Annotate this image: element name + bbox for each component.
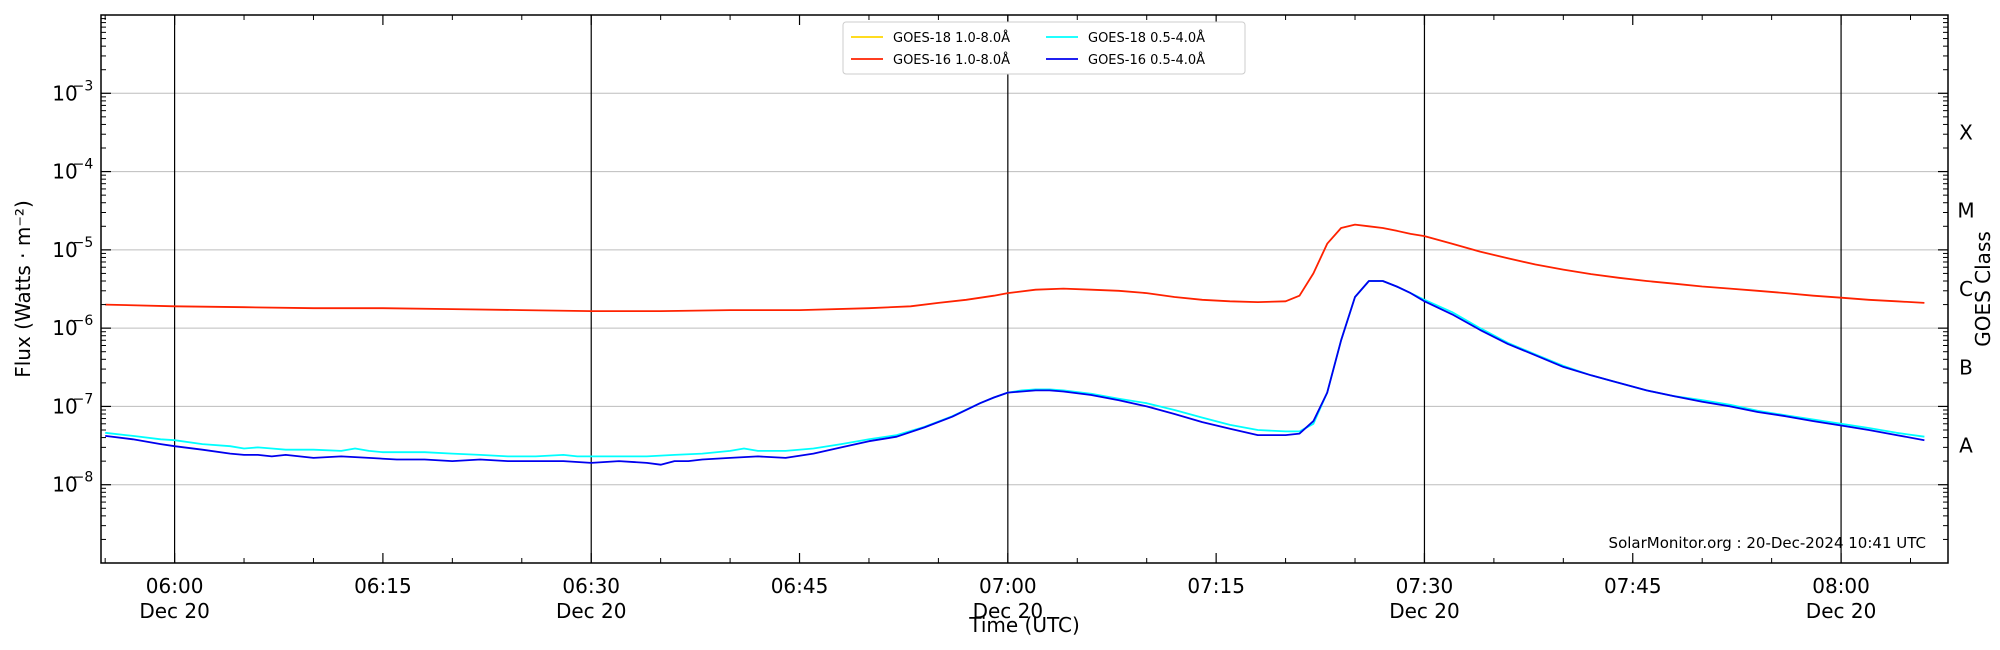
x-axis-label: Time (UTC) [968,613,1080,637]
x-tick-date-label: Dec 20 [139,599,210,623]
series-line-2 [105,223,1925,313]
major-time-lines [174,15,1842,563]
y-tick-exponent: −4 [73,157,94,173]
x-tick-label: 07:45 [1604,574,1662,598]
x-tick-label: 06:30 [562,574,620,598]
legend-entry-3: GOES-16 0.5-4.0Å [1088,52,1205,68]
x-tick-label: 06:45 [771,574,829,598]
goes-class-label: M [1957,199,1974,223]
grid-layer [101,92,1948,486]
y-tick-exponent: −3 [73,78,94,94]
y-tick-label: 10 [52,160,77,184]
goes-class-label: B [1959,355,1973,379]
y-tick-exponent: −7 [73,391,94,407]
legend-entry-1: GOES-18 0.5-4.0Å [1088,30,1205,46]
y-tick-label: 10 [52,316,77,340]
legend-entry-2: GOES-16 1.0-8.0Å [893,52,1010,68]
x-tick-label: 06:15 [354,574,412,598]
y-tick-label: 10 [52,81,77,105]
x-tick-label: 07:30 [1396,574,1454,598]
tick-layer [101,15,1948,563]
y-tick-label: 10 [52,238,77,262]
y-axis-right-label: GOES Class [1971,231,1995,347]
x-tick-label: 06:00 [146,574,204,598]
y-tick-exponent: −5 [73,235,94,251]
x-tick-date-label: Dec 20 [1806,599,1877,623]
x-tick-date-label: Dec 20 [973,599,1044,623]
goes-class-label: C [1959,277,1973,301]
y-tick-exponent: −6 [73,313,94,329]
legend-entry-0: GOES-18 1.0-8.0Å [893,30,1010,46]
series-line-3 [105,280,1925,466]
goes-class-label: A [1959,434,1973,458]
x-tick-label: 08:00 [1812,574,1870,598]
legend: GOES-18 1.0-8.0Å GOES-18 0.5-4.0Å GOES-16 … [842,21,1246,75]
x-tick-label: 07:15 [1187,574,1245,598]
series-layer [105,223,1925,466]
y-tick-exponent: −8 [73,470,94,486]
y-tick-label: 10 [52,473,77,497]
legend-box [842,21,1246,75]
goes-class-label: X [1959,120,1973,144]
credit-annotation: SolarMonitor.org : 20-Dec-2024 10:41 UTC [1609,534,1926,552]
y-tick-label: 10 [52,394,77,418]
x-tick-date-label: Dec 20 [1389,599,1460,623]
y-axis-label: Flux (Watts · m⁻²) [11,200,35,378]
x-tick-label: 07:00 [979,574,1037,598]
plot-frame [100,14,1949,564]
x-tick-date-label: Dec 20 [556,599,627,623]
